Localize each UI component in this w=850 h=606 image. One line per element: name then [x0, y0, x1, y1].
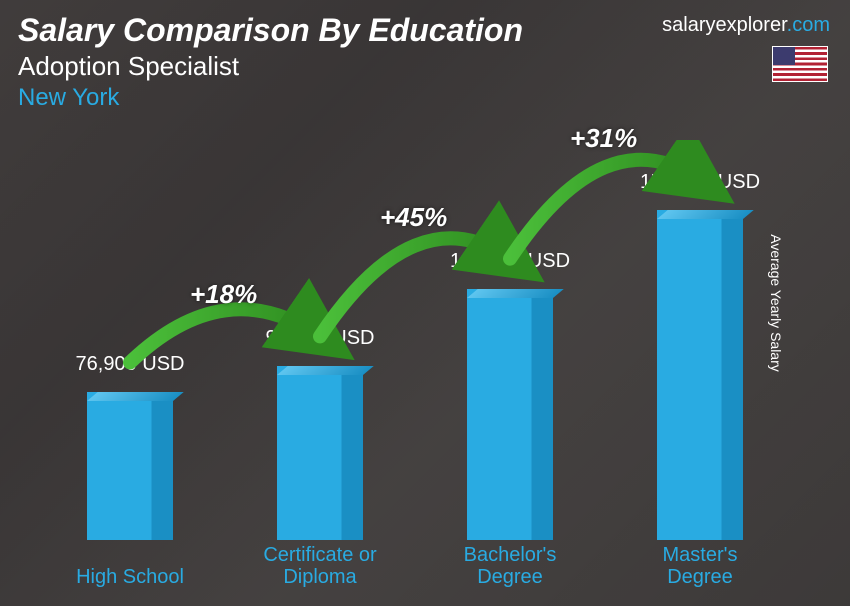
us-flag-icon [772, 46, 828, 82]
bar-value: 172,000 USD [600, 171, 800, 194]
chart-subtitle: Adoption Specialist [18, 51, 832, 82]
chart-location: New York [18, 84, 832, 112]
bar-label: Bachelor'sDegree [420, 544, 600, 588]
bar [277, 366, 363, 540]
bar-label: Master'sDegree [610, 544, 790, 588]
arc-percent-label: +18% [190, 279, 257, 310]
bar [87, 392, 173, 540]
bar-label: High School [40, 566, 220, 588]
bar-label: Certificate orDiploma [230, 544, 410, 588]
bar [467, 289, 553, 540]
bar-value: 90,500 USD [220, 327, 420, 350]
bar-value: 76,900 USD [30, 353, 230, 376]
arc-percent-label: +31% [570, 123, 637, 154]
bar-value: 131,000 USD [410, 250, 610, 273]
bar [657, 210, 743, 540]
arc-percent-label: +45% [380, 202, 447, 233]
bar-chart: 76,900 USDHigh School90,500 USDCertifica… [40, 140, 790, 588]
brand-label: salaryexplorer.com [662, 14, 830, 37]
